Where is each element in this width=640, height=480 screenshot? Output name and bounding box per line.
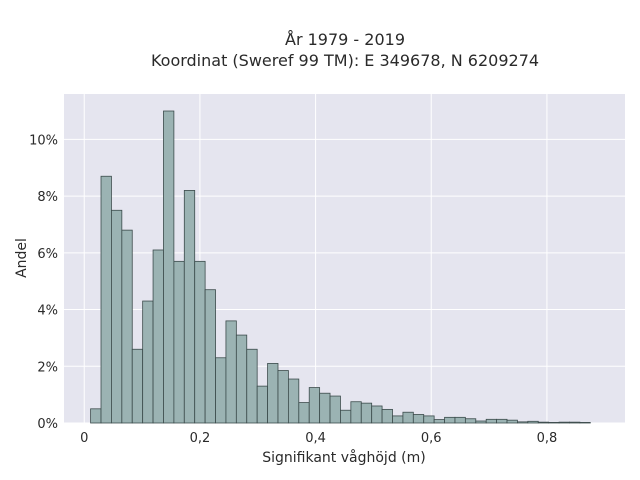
histogram-bar [454, 416, 466, 424]
histogram-bar [100, 175, 112, 424]
histogram-bar [412, 414, 425, 424]
histogram-bar [267, 363, 279, 424]
y-tick-label: 0% [37, 417, 58, 432]
tick-labels: 0% 2% 4% 6% 8% 10% 0 0,2 0,4 0,6 0,8 [29, 133, 557, 446]
histogram-bar [485, 418, 498, 424]
histogram-bar [423, 415, 435, 424]
x-tick-label: 0,2 [190, 431, 211, 446]
y-tick-label: 8% [37, 190, 58, 205]
histogram-bar [308, 387, 321, 424]
histogram-bar [194, 260, 206, 424]
histogram-bar [235, 334, 248, 424]
histogram-bar [464, 418, 477, 424]
y-tick-label: 6% [37, 247, 58, 262]
histogram-bar [173, 260, 185, 424]
histogram-bar [506, 419, 518, 424]
x-axis-label: Signifikant våghöjd (m) [262, 449, 425, 466]
histogram-bar [319, 392, 331, 424]
y-axis-label: Andel [14, 238, 30, 278]
y-tick-label: 4% [37, 304, 58, 319]
histogram-bar [579, 422, 591, 424]
histogram-bar [350, 401, 362, 424]
histogram-bar [558, 421, 570, 424]
histogram-bar [163, 110, 175, 424]
histogram-bar [381, 408, 393, 424]
histogram-bar [287, 378, 300, 424]
histogram-bar [475, 420, 487, 424]
histogram-bar [569, 421, 581, 424]
histogram-bar [183, 190, 196, 424]
histogram-bar [433, 419, 445, 424]
histogram-bar [402, 411, 414, 424]
histogram-bar [371, 405, 383, 424]
histogram-bar [392, 415, 404, 424]
histogram-bar [142, 300, 154, 424]
histogram-bar [131, 348, 144, 424]
histogram-bar [121, 229, 133, 424]
histogram-bar [90, 408, 102, 424]
histogram-bar [360, 402, 373, 424]
histogram-bar [277, 370, 289, 424]
chart-title-line-1: År 1979 - 2019 [285, 30, 405, 49]
histogram-bar [496, 418, 508, 424]
x-tick-label: 0,8 [537, 431, 558, 446]
y-tick-label: 10% [29, 133, 58, 148]
histogram-bar [111, 209, 123, 424]
y-tick-label: 2% [37, 360, 58, 375]
histogram-bar [204, 289, 216, 424]
chart-title-line-2: Koordinat (Sweref 99 TM): E 349678, N 62… [151, 51, 539, 70]
x-tick-label: 0,6 [421, 431, 442, 446]
histogram-bar [246, 348, 258, 424]
histogram-bar [527, 420, 539, 424]
histogram-bar [548, 422, 560, 424]
histogram-bar [256, 385, 268, 424]
histogram-bar [444, 416, 456, 424]
histogram-bar [537, 421, 550, 424]
histogram-bar [215, 357, 227, 424]
histogram-bar [340, 409, 352, 424]
histogram-bar [225, 320, 237, 424]
x-tick-label: 0 [80, 431, 88, 446]
histogram-bar [329, 395, 341, 424]
bars [90, 110, 591, 424]
histogram-bar [298, 402, 310, 424]
histogram-bar [152, 249, 164, 424]
x-tick-label: 0,4 [305, 431, 326, 446]
histogram-bar [517, 421, 529, 424]
